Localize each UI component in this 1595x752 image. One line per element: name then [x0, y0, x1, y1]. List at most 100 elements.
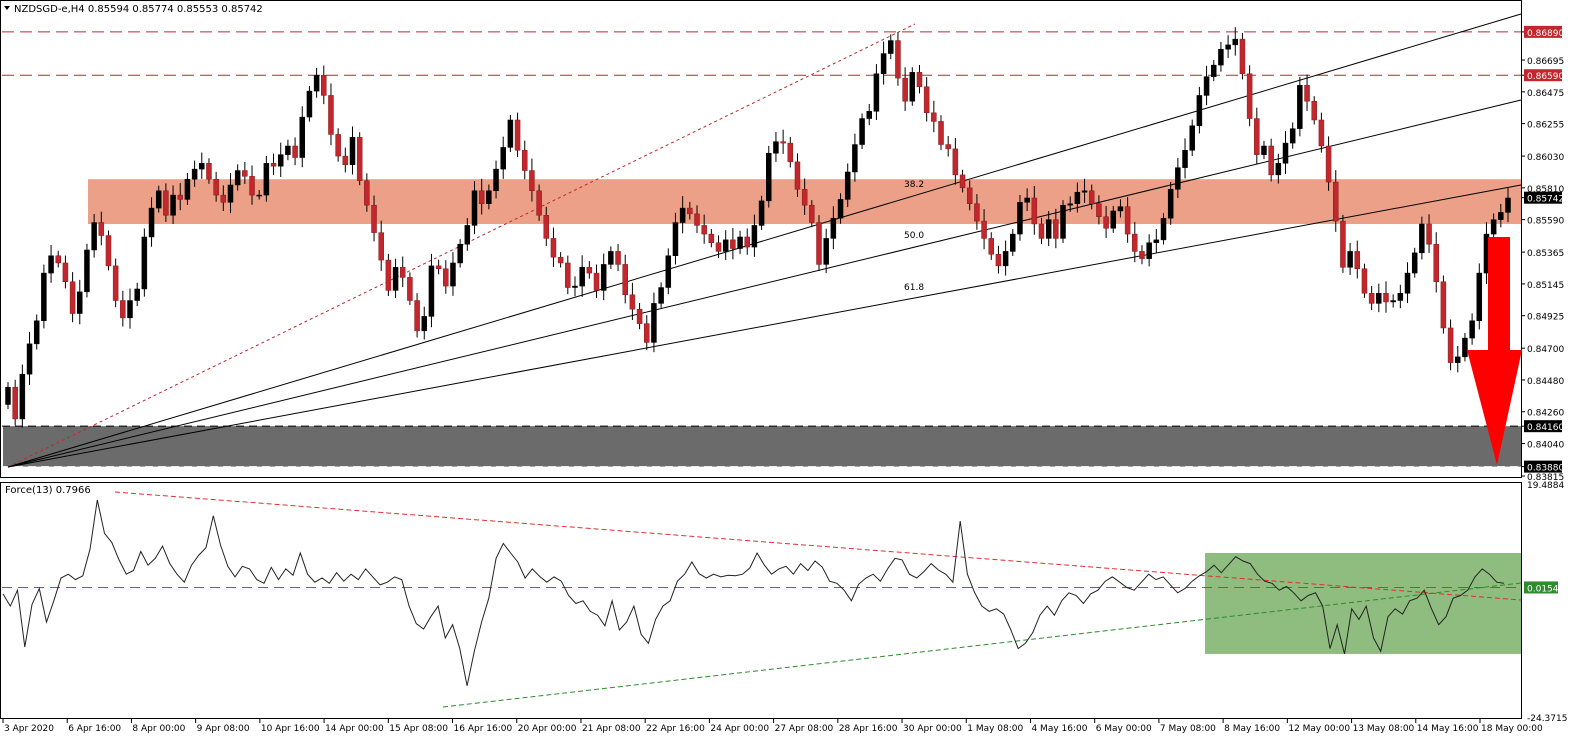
candle	[1340, 214, 1346, 273]
candle-bear	[694, 213, 700, 226]
candle	[679, 196, 686, 234]
candle	[622, 254, 628, 304]
force-axis: 19.4884 0.0154 -24.3715	[1524, 481, 1567, 724]
price-level-label: 0.86590	[1527, 72, 1564, 82]
price-level-label: 0.83880	[1527, 464, 1564, 474]
candle	[41, 264, 47, 329]
time-tick-label: 8 Apr 00:00	[132, 724, 185, 734]
candle-bull	[1490, 219, 1497, 235]
candle	[665, 248, 672, 295]
candle	[672, 212, 679, 265]
candle	[399, 256, 406, 288]
candle	[1232, 27, 1239, 56]
candle	[328, 83, 334, 146]
candle-bull	[1404, 272, 1411, 294]
time-tick-label: 27 Apr 08:00	[775, 724, 834, 734]
candle-bull	[1282, 142, 1289, 164]
time-tick-label: 14 May 16:00	[1417, 724, 1479, 734]
time-tick-label: 20 Apr 00:00	[518, 724, 577, 734]
price-tick-label: 0.85145	[1527, 281, 1564, 291]
time-tick-label: 7 May 08:00	[1160, 724, 1216, 734]
candle	[895, 32, 901, 86]
candle	[1196, 86, 1203, 134]
price-level-badge	[1524, 25, 1562, 38]
candle	[385, 253, 392, 297]
candle-bear	[895, 40, 901, 79]
candle	[1419, 216, 1425, 260]
candle	[722, 230, 729, 261]
candle	[5, 382, 11, 410]
candle	[816, 215, 822, 272]
candle	[959, 169, 966, 193]
candle-bear	[816, 222, 822, 265]
candle-bear	[105, 235, 112, 267]
candle-bear	[629, 294, 636, 310]
candle	[801, 178, 808, 215]
candle-bull	[658, 287, 664, 304]
candle	[478, 178, 485, 215]
candle	[981, 209, 987, 250]
candle	[1017, 194, 1023, 241]
candle-bull	[873, 73, 880, 112]
candle-bull	[306, 90, 313, 118]
candle	[1189, 119, 1195, 156]
candle	[794, 153, 801, 197]
time-tick-label: 4 May 16:00	[1031, 724, 1087, 734]
candle	[1088, 184, 1095, 210]
candle	[715, 235, 722, 259]
candle	[1368, 285, 1375, 311]
time-tick-label: 30 Apr 00:00	[903, 724, 962, 734]
candle-bull	[600, 264, 607, 291]
candle	[730, 227, 736, 260]
candle	[1167, 181, 1174, 225]
candle-bear	[407, 277, 413, 301]
candle-bear	[1246, 73, 1253, 119]
candle	[1282, 131, 1289, 175]
candle	[1505, 187, 1511, 223]
candle-bull	[1411, 252, 1418, 274]
candle-bear	[1031, 197, 1038, 225]
price-level-label: 0.86890	[1527, 29, 1564, 39]
candle-bull	[572, 285, 578, 288]
candle	[1411, 247, 1418, 278]
candle	[306, 86, 313, 122]
candle-bear	[636, 308, 643, 324]
candle-bear	[1354, 251, 1361, 269]
time-tick-label: 10 Apr 16:00	[261, 724, 320, 734]
force-tick-label: 19.4884	[1527, 481, 1564, 491]
candle-bull	[888, 40, 894, 54]
candle-bull	[277, 154, 284, 167]
candle	[206, 158, 212, 184]
candle-bull	[1167, 189, 1174, 219]
candle-bear	[945, 144, 951, 150]
candle-bear	[801, 189, 808, 206]
candle-bull	[256, 194, 262, 197]
candle	[880, 41, 887, 85]
candle-bear	[443, 268, 449, 287]
price-tick-label: 0.83815	[1527, 473, 1564, 483]
candle-bull	[1110, 210, 1117, 229]
candle-bear	[687, 207, 693, 215]
candle	[1404, 262, 1411, 304]
price-tick-label: 0.84480	[1527, 377, 1564, 387]
candle	[1498, 203, 1504, 228]
time-tick-label: 6 Apr 16:00	[68, 724, 121, 734]
candle-bull	[26, 343, 33, 375]
candle	[1038, 217, 1045, 245]
price-tick-label: 0.85590	[1527, 217, 1564, 227]
price-tick-label: 0.86695	[1527, 57, 1564, 67]
candle-bear	[923, 86, 930, 114]
candle	[1074, 182, 1081, 213]
candle	[751, 214, 758, 257]
candle-bear	[1383, 293, 1389, 303]
candle-bull	[48, 255, 54, 274]
candle-bear	[1333, 181, 1339, 222]
candle	[909, 67, 916, 106]
force-level-badge	[1524, 581, 1558, 594]
candle-bull	[1376, 293, 1382, 304]
candle-bull	[1261, 145, 1267, 155]
candle-bear	[715, 242, 722, 252]
candle	[644, 315, 650, 351]
candle-bull	[1419, 223, 1425, 254]
candle-bear	[1361, 268, 1368, 294]
